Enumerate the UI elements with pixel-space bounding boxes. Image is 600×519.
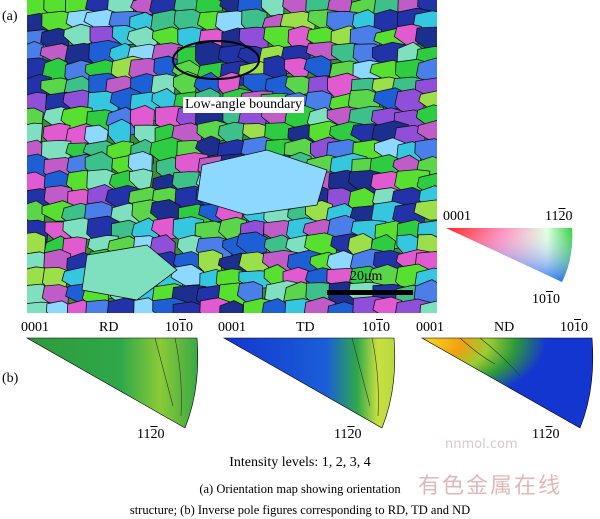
ipf-2-direction: ND bbox=[494, 320, 515, 335]
ipf-0-label-0001: 0001 bbox=[21, 320, 49, 335]
ipf-0-direction: RD bbox=[99, 320, 119, 335]
orientation-map bbox=[27, 0, 437, 313]
scale-bar-label: 20μm bbox=[350, 269, 383, 284]
watermark: 有色金属在线 bbox=[418, 474, 563, 499]
orientation-color-key bbox=[446, 228, 573, 282]
ipf-2-label-10-10: 1010 bbox=[560, 320, 588, 335]
ipf-0-label-10-10: 1010 bbox=[165, 320, 193, 335]
low-angle-boundary-label: Low-angle boundary bbox=[183, 97, 305, 113]
ipf-0-label-11-20: 1120 bbox=[137, 427, 165, 442]
intensity-levels: Intensity levels: 1, 2, 3, 4 bbox=[229, 455, 371, 470]
ipf-2-figure bbox=[420, 337, 594, 429]
ipf-2-label-11-20: 1120 bbox=[532, 427, 560, 442]
watermark-url: nnmol.com bbox=[445, 437, 518, 452]
ipf-1-label-11-20: 1120 bbox=[334, 427, 362, 442]
caption-line-2: structure; (b) Inverse pole figures corr… bbox=[129, 503, 471, 517]
ipf-0-figure bbox=[25, 337, 199, 429]
ipf-2-label-0001: 0001 bbox=[416, 320, 444, 335]
panel-a-label: (a) bbox=[2, 9, 18, 24]
ipf-1-label-0001: 0001 bbox=[218, 320, 246, 335]
key-label-11-20: 1120 bbox=[545, 209, 573, 224]
caption-line-1: (a) Orientation map showing orientation bbox=[199, 482, 401, 496]
key-label-0001: 0001 bbox=[443, 209, 471, 224]
scale-bar bbox=[327, 290, 413, 295]
panel-b-label: (b) bbox=[2, 371, 19, 386]
ipf-1-direction: TD bbox=[296, 320, 315, 335]
low-angle-boundary-ellipse bbox=[172, 40, 260, 80]
key-label-10-10: 1010 bbox=[532, 292, 560, 307]
ipf-1-figure bbox=[222, 337, 396, 429]
ipf-1-label-10-10: 1010 bbox=[362, 320, 390, 335]
grain-mosaic bbox=[27, 0, 437, 313]
